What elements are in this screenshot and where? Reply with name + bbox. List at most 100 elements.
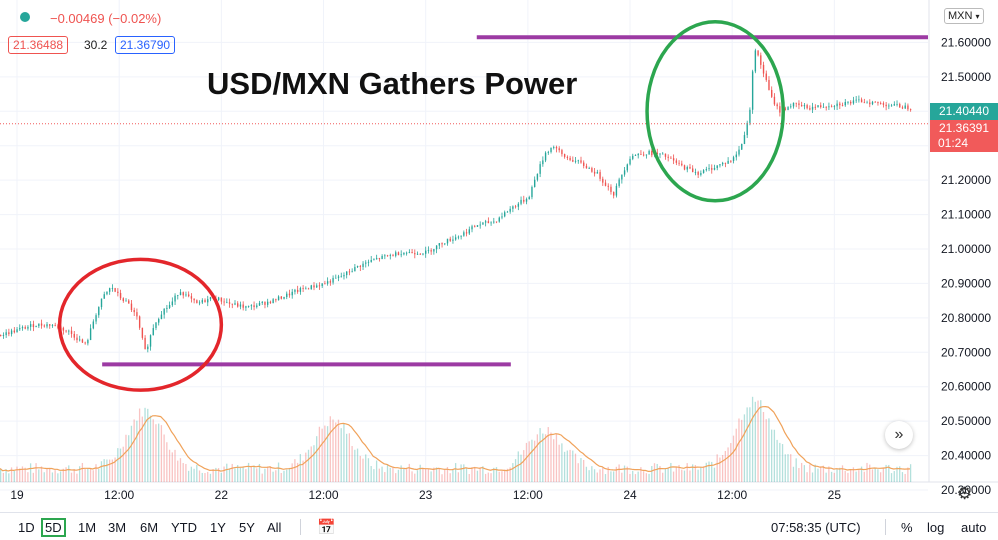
volume-bar <box>724 450 726 482</box>
volume-bar <box>174 449 176 482</box>
volume-bar <box>533 440 536 482</box>
percent-scale-toggle[interactable]: % <box>901 520 913 535</box>
timeframe-ytd[interactable]: YTD <box>171 520 197 535</box>
candle-body <box>509 208 511 212</box>
log-scale-toggle[interactable]: log <box>927 520 945 535</box>
highlight-ellipse <box>645 20 786 203</box>
volume-bar <box>563 451 566 482</box>
volume-bar <box>490 473 492 482</box>
volume-bar <box>588 470 590 482</box>
timeframe-3m[interactable]: 3M <box>108 520 127 535</box>
candle-body <box>62 327 65 331</box>
candle-body <box>193 298 195 301</box>
volume-bar <box>422 467 424 482</box>
candle-body <box>762 64 765 74</box>
candle-body <box>711 168 713 170</box>
timeframe-5d[interactable]: 5D <box>41 518 66 537</box>
volume-bar <box>525 442 528 482</box>
y-tick-label: 20.30000 <box>941 483 991 497</box>
volume-bar <box>217 468 220 482</box>
volume-bar <box>817 468 819 482</box>
volume-bar <box>21 466 24 482</box>
candle-body <box>465 232 468 234</box>
timeframe-6m[interactable]: 6M <box>140 520 159 535</box>
timeframe-1m[interactable]: 1M <box>78 520 97 535</box>
currency-button[interactable]: MXN ▾ <box>944 8 984 24</box>
candle-body <box>904 105 906 109</box>
scroll-to-latest-button[interactable]: » <box>885 421 913 449</box>
volume-bar <box>427 468 430 482</box>
bottom-toolbar: 1D 5D 1M 3M 6M YTD 1Y 5Y All 📅 07:58:35 … <box>0 512 998 540</box>
candle-body <box>675 160 678 163</box>
volume-bar <box>425 468 427 482</box>
candle-body <box>681 163 683 166</box>
volume-bar <box>885 464 887 482</box>
volume-bar <box>324 425 326 482</box>
candle-body <box>776 104 778 107</box>
volume-bar <box>743 414 746 482</box>
volume-bar <box>345 433 348 482</box>
date-range-icon[interactable]: 📅 <box>317 519 336 536</box>
timeframe-1d[interactable]: 1D <box>18 520 35 535</box>
candle-body <box>732 157 735 161</box>
volume-bar <box>70 472 73 482</box>
candle-body <box>504 212 506 217</box>
volume-bar <box>130 425 133 482</box>
volume-bar <box>599 469 601 482</box>
y-tick-label: 21.60000 <box>941 35 991 49</box>
volume-bar <box>520 454 522 482</box>
volume-bar <box>51 472 54 482</box>
volume-bar <box>787 454 789 482</box>
volume-bar <box>35 463 37 482</box>
candle-body <box>435 245 438 250</box>
timeframe-5y[interactable]: 5Y <box>239 520 255 535</box>
utc-clock[interactable]: 07:58:35 (UTC) <box>771 520 861 535</box>
volume-bar <box>138 408 141 482</box>
candle-body <box>730 160 732 162</box>
timeframe-1y[interactable]: 1Y <box>210 520 226 535</box>
volume-bar <box>152 419 154 482</box>
candle-body <box>626 164 629 171</box>
volume-bar <box>721 455 724 482</box>
volume-bar <box>209 473 212 482</box>
candle-body <box>596 172 599 174</box>
candle-body <box>291 291 293 296</box>
candle-body <box>310 285 312 290</box>
candle-body <box>787 107 789 110</box>
candle-body <box>727 160 729 164</box>
candle-body <box>108 288 111 292</box>
volume-bar <box>634 474 637 482</box>
auto-scale-toggle[interactable]: auto <box>961 520 987 535</box>
candle-body <box>174 295 176 302</box>
volume-bar <box>574 453 577 482</box>
ask-box[interactable]: 21.36790 <box>115 36 176 54</box>
volume-bar <box>691 464 694 482</box>
candle-body <box>506 211 509 213</box>
candle-body <box>0 335 2 336</box>
candle-body <box>888 105 890 107</box>
status-dot-icon <box>20 12 30 22</box>
volume-bar <box>487 472 489 482</box>
volume-bar <box>449 473 451 482</box>
bid-box[interactable]: 21.36488 <box>8 36 69 54</box>
candle-body <box>217 297 220 300</box>
candle-body <box>602 178 604 183</box>
candle-body <box>612 191 615 196</box>
volume-bar <box>158 423 160 482</box>
volume-ma-line <box>0 405 911 473</box>
candle-body <box>160 314 163 320</box>
candle-body <box>721 162 724 165</box>
gear-icon[interactable]: ⚙ <box>957 484 973 503</box>
volume-bar <box>700 466 702 482</box>
candle-body <box>19 328 21 330</box>
volume-bar <box>618 464 620 482</box>
volume-bar <box>517 451 519 482</box>
candle-body <box>128 300 130 304</box>
candle-body <box>566 156 569 158</box>
candle-body <box>337 276 340 278</box>
timeframe-all[interactable]: All <box>267 520 282 535</box>
volume-bar <box>907 467 909 482</box>
candle-body <box>449 238 451 241</box>
